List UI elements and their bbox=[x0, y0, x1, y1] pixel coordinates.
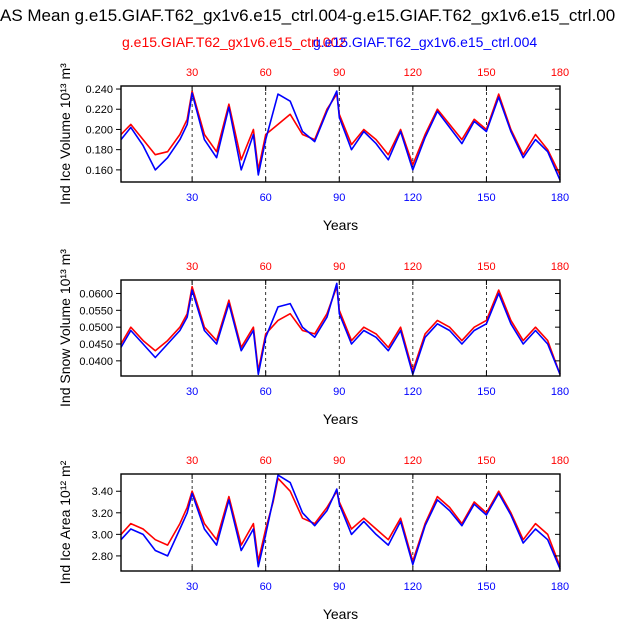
x-tick-label-bottom-1-5: 180 bbox=[551, 386, 569, 398]
series-line-1-0 bbox=[120, 285, 561, 375]
x-tick-label-bottom-0-4: 150 bbox=[477, 192, 495, 204]
x-tick-label-bottom-1-2: 90 bbox=[333, 386, 345, 398]
x-tick-label-bottom-0-3: 120 bbox=[404, 192, 422, 204]
y-tick-label-0-0: 0.160 bbox=[85, 165, 113, 177]
series-line-1-1 bbox=[120, 282, 561, 376]
x-tick-label-bottom-2-3: 120 bbox=[404, 581, 422, 593]
x-tick-label-bottom-0-1: 60 bbox=[260, 192, 272, 204]
y-axis-title-0: Ind Ice Volume 10¹³ m³ bbox=[57, 63, 73, 205]
x-tick-label-bottom-2-4: 150 bbox=[477, 581, 495, 593]
x-tick-label-top-1-0: 30 bbox=[186, 261, 198, 273]
x-tick-label-top-2-5: 180 bbox=[551, 455, 569, 467]
x-tick-label-bottom-1-0: 30 bbox=[186, 386, 198, 398]
y-tick-label-0-4: 0.240 bbox=[85, 84, 113, 96]
x-tick-label-bottom-1-3: 120 bbox=[404, 386, 422, 398]
x-tick-label-bottom-0-0: 30 bbox=[186, 192, 198, 204]
x-tick-label-bottom-1-4: 150 bbox=[477, 386, 495, 398]
x-tick-label-bottom-2-5: 180 bbox=[551, 581, 569, 593]
y-tick-label-2-1: 3.00 bbox=[92, 529, 113, 541]
plot-frame-1 bbox=[120, 279, 561, 377]
x-tick-label-top-2-4: 150 bbox=[477, 455, 495, 467]
x-tick-label-top-2-2: 90 bbox=[333, 455, 345, 467]
y-axis-title-1: Ind Snow Volume 10¹³ m³ bbox=[57, 249, 73, 407]
y-tick-label-1-1: 0.0450 bbox=[79, 339, 113, 351]
x-tick-label-bottom-2-0: 30 bbox=[186, 581, 198, 593]
x-tick-label-top-1-5: 180 bbox=[551, 261, 569, 273]
y-tick-label-0-3: 0.220 bbox=[85, 104, 113, 116]
page-title: AS Mean g.e15.GIAF.T62_gx1v6.e15_ctrl.00… bbox=[0, 6, 616, 25]
x-tick-label-bottom-2-2: 90 bbox=[333, 581, 345, 593]
plot-frame-2 bbox=[120, 473, 561, 572]
x-tick-label-top-0-0: 30 bbox=[186, 67, 198, 79]
x-axis-title-0: Years bbox=[323, 217, 358, 233]
series-line-0-1 bbox=[120, 90, 561, 181]
y-tick-label-1-0: 0.0400 bbox=[79, 356, 113, 368]
y-tick-label-0-2: 0.200 bbox=[85, 124, 113, 136]
x-axis-title-1: Years bbox=[323, 411, 358, 427]
series-line-0-0 bbox=[120, 90, 561, 176]
x-tick-label-top-1-1: 60 bbox=[260, 261, 272, 273]
y-tick-label-2-0: 2.80 bbox=[92, 551, 113, 563]
x-tick-label-bottom-0-2: 90 bbox=[333, 192, 345, 204]
legend-series-b: g.e15.GIAF.T62_gx1v6.e15_ctrl.004 bbox=[313, 34, 538, 50]
plot-frame-0 bbox=[120, 85, 561, 183]
series-line-2-0 bbox=[120, 477, 561, 567]
x-tick-label-top-0-4: 150 bbox=[477, 67, 495, 79]
y-tick-label-1-4: 0.0600 bbox=[79, 288, 113, 300]
x-tick-label-top-1-4: 150 bbox=[477, 261, 495, 273]
x-tick-label-top-1-3: 120 bbox=[404, 261, 422, 273]
series-line-2-1 bbox=[120, 474, 561, 570]
y-tick-label-0-1: 0.180 bbox=[85, 145, 113, 157]
x-tick-label-top-2-1: 60 bbox=[260, 455, 272, 467]
y-tick-label-2-3: 3.40 bbox=[92, 486, 113, 498]
y-axis-title-2: Ind Ice Area 10¹² m² bbox=[57, 460, 73, 584]
x-tick-label-top-0-2: 90 bbox=[333, 67, 345, 79]
x-tick-label-bottom-2-1: 60 bbox=[260, 581, 272, 593]
x-tick-label-top-1-2: 90 bbox=[333, 261, 345, 273]
x-tick-label-top-0-5: 180 bbox=[551, 67, 569, 79]
x-tick-label-bottom-0-5: 180 bbox=[551, 192, 569, 204]
legend-series-a: g.e15.GIAF.T62_gx1v6.e15_ctrl.002 bbox=[122, 34, 347, 50]
x-tick-label-top-0-3: 120 bbox=[404, 67, 422, 79]
y-tick-label-1-3: 0.0550 bbox=[79, 305, 113, 317]
y-tick-label-1-2: 0.0500 bbox=[79, 322, 113, 334]
x-tick-label-top-2-3: 120 bbox=[404, 455, 422, 467]
y-tick-label-2-2: 3.20 bbox=[92, 508, 113, 520]
x-axis-title-2: Years bbox=[323, 606, 358, 621]
x-tick-label-bottom-1-1: 60 bbox=[260, 386, 272, 398]
x-tick-label-top-2-0: 30 bbox=[186, 455, 198, 467]
x-tick-label-top-0-1: 60 bbox=[260, 67, 272, 79]
